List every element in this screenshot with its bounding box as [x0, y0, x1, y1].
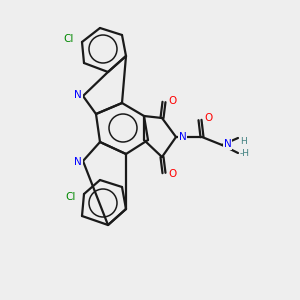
Text: N: N — [179, 132, 187, 142]
Text: H: H — [75, 89, 82, 98]
Text: O: O — [168, 96, 176, 106]
Text: O: O — [204, 113, 212, 123]
Text: N: N — [74, 90, 82, 100]
Text: O: O — [168, 169, 176, 179]
Text: Cl: Cl — [64, 34, 74, 44]
Text: N: N — [224, 139, 232, 149]
Text: H: H — [75, 158, 82, 167]
Text: Cl: Cl — [66, 192, 76, 202]
Text: -H: -H — [240, 148, 250, 158]
Text: N: N — [74, 157, 82, 167]
Text: H: H — [240, 136, 247, 146]
